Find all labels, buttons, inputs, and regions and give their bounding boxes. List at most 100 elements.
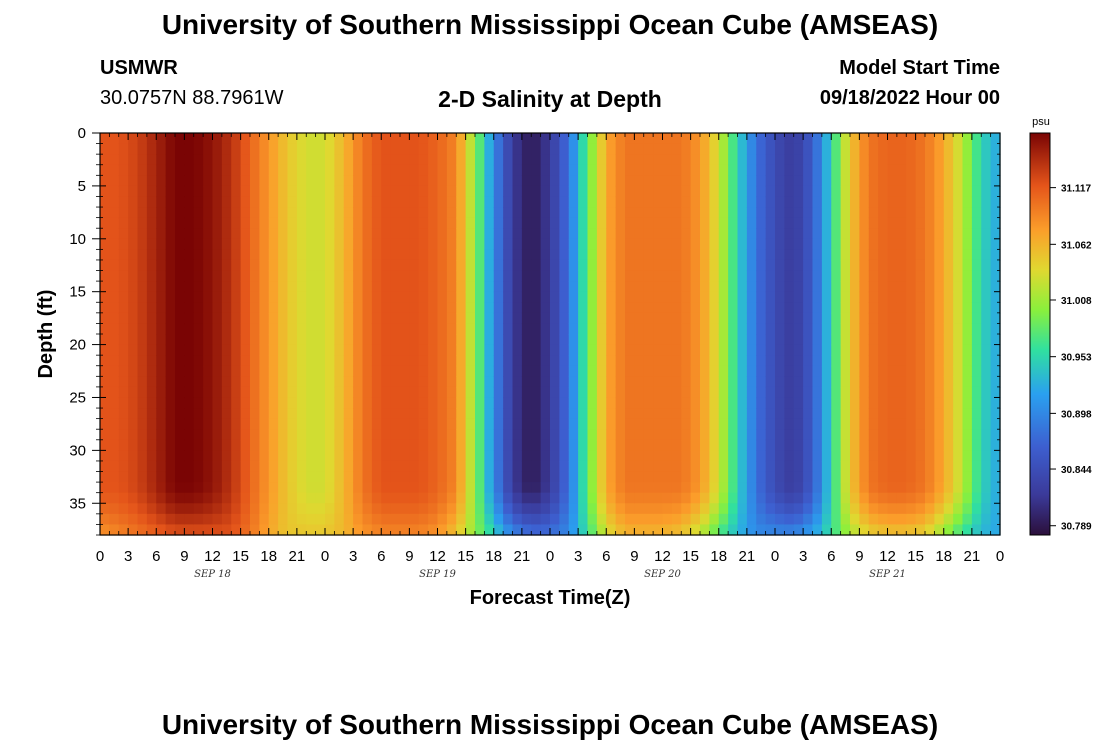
heatmap-cell — [915, 397, 926, 409]
heatmap-cell — [334, 164, 345, 176]
y-tick-label: 30 — [69, 442, 86, 459]
heatmap-cell — [259, 408, 270, 420]
heatmap-cell — [615, 408, 626, 420]
heatmap-cell — [512, 154, 523, 166]
heatmap-cell — [737, 418, 748, 430]
heatmap-cell — [268, 376, 279, 388]
heatmap-cell — [146, 524, 157, 536]
heatmap-cell — [175, 344, 185, 356]
heatmap-cell — [400, 323, 410, 335]
plot-title: 2-D Salinity at Depth — [438, 86, 662, 112]
heatmap-cell — [278, 503, 289, 515]
heatmap-cell — [559, 270, 570, 282]
heatmap-cell — [418, 344, 429, 356]
heatmap-cell — [821, 281, 832, 293]
heatmap-cell — [531, 270, 542, 282]
heatmap-cell — [981, 386, 992, 399]
heatmap-cell — [400, 249, 410, 261]
heatmap-cell — [278, 344, 289, 356]
heatmap-cell — [212, 386, 223, 399]
heatmap-cell — [418, 429, 429, 441]
heatmap-cell — [831, 429, 842, 441]
heatmap-cell — [906, 524, 917, 536]
x-tick-label: 3 — [349, 548, 357, 565]
heatmap-cell — [587, 408, 598, 420]
heatmap-cell — [878, 524, 889, 536]
heatmap-cell — [953, 228, 964, 240]
heatmap-cell — [306, 323, 317, 335]
heatmap-cell — [971, 196, 982, 208]
heatmap-cell — [971, 207, 982, 219]
heatmap-cell — [118, 408, 129, 420]
heatmap-cell — [615, 164, 626, 176]
heatmap-cell — [156, 217, 167, 229]
heatmap-cell — [868, 196, 879, 208]
heatmap-cell — [943, 175, 954, 187]
heatmap-cell — [259, 281, 270, 293]
heatmap-cell — [503, 524, 514, 536]
heatmap-cell — [990, 524, 1001, 536]
heatmap-cell — [100, 524, 110, 536]
heatmap-cell — [793, 270, 804, 282]
heatmap-cell — [521, 376, 532, 388]
heatmap-cell — [850, 397, 860, 409]
heatmap-cell — [390, 175, 401, 187]
heatmap-cell — [587, 524, 598, 536]
heatmap-cell — [250, 355, 260, 367]
heatmap-cell — [850, 238, 860, 250]
heatmap-cell — [296, 492, 307, 504]
heatmap-cell — [718, 471, 729, 483]
heatmap-cell — [606, 238, 617, 250]
heatmap-cell — [193, 376, 204, 388]
heatmap-cell — [287, 323, 298, 335]
heatmap-cell — [456, 334, 467, 346]
heatmap-cell — [118, 386, 129, 399]
heatmap-cell — [653, 524, 664, 536]
heatmap-cell — [409, 185, 420, 198]
heatmap-cell — [953, 471, 964, 483]
heatmap-cell — [606, 365, 617, 377]
heatmap-cell — [484, 450, 495, 462]
heatmap-cell — [962, 323, 973, 335]
heatmap-cell — [390, 397, 401, 409]
heatmap-cell — [850, 175, 860, 187]
heatmap-cell — [981, 513, 992, 526]
heatmap-cell — [728, 143, 739, 155]
heatmap-cell — [400, 450, 410, 462]
heatmap-cell — [934, 450, 945, 462]
heatmap-cell — [100, 450, 110, 462]
heatmap-cell — [943, 408, 954, 420]
heatmap-cell — [409, 143, 420, 155]
heatmap-cell — [596, 503, 607, 515]
heatmap-cell — [465, 196, 476, 208]
heatmap-cell — [137, 281, 148, 293]
heatmap-cell — [118, 418, 129, 430]
heatmap-cell — [325, 312, 335, 325]
heatmap-cell — [559, 249, 570, 261]
heatmap-cell — [381, 492, 392, 504]
heatmap-cell — [315, 439, 326, 451]
heatmap-cell — [840, 143, 851, 155]
heatmap-cell — [831, 482, 842, 494]
heatmap-cell — [578, 471, 589, 483]
heatmap-cell — [615, 450, 626, 462]
heatmap-cell — [700, 238, 710, 250]
heatmap-cell — [184, 143, 195, 155]
heatmap-cell — [868, 492, 879, 504]
heatmap-cell — [278, 492, 289, 504]
heatmap-cell — [521, 270, 532, 282]
heatmap-cell — [812, 397, 823, 409]
heatmap-cell — [503, 270, 514, 282]
heatmap-cell — [793, 185, 804, 198]
heatmap-cell — [550, 259, 560, 272]
heatmap-cell — [409, 164, 420, 176]
heatmap-cell — [775, 386, 785, 399]
heatmap-cell — [437, 143, 448, 155]
heatmap-cell — [193, 270, 204, 282]
heatmap-cell — [765, 323, 776, 335]
heatmap-cell — [746, 238, 757, 250]
heatmap-cell — [353, 154, 364, 166]
heatmap-cell — [146, 365, 157, 377]
heatmap-cell — [240, 228, 251, 240]
heatmap-cell — [812, 503, 823, 515]
